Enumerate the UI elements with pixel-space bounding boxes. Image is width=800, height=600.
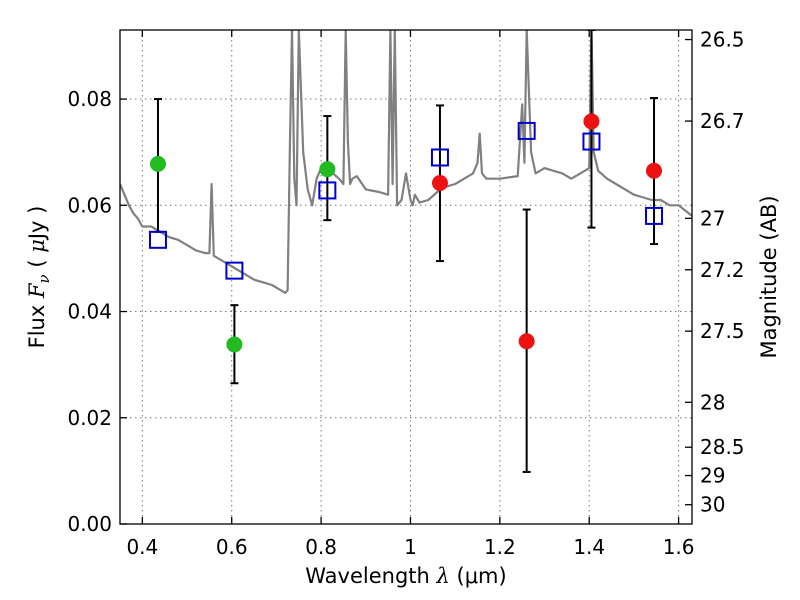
- mag-tick-label: 27.2: [700, 258, 745, 282]
- x-tick-label: 1.2: [484, 535, 516, 559]
- y-tick-label: 0.04: [67, 300, 112, 324]
- axis-ticks: 0.4 0.6 0.8 1 1.2 1.4 1.6 0.00 0.02 0.04 0.06 0.08 2…: [67, 28, 744, 559]
- y-tick-label: 0.08: [67, 87, 112, 111]
- grid-lines: [120, 30, 692, 525]
- mag-tick-label: 30: [700, 493, 725, 517]
- optical-flux-point: [149, 155, 166, 172]
- model-spectrum-layer: [120, 30, 692, 294]
- mag-tick-label: 27: [700, 206, 725, 230]
- mag-tick-label: 28: [700, 390, 725, 414]
- model-flux-square: [225, 261, 244, 280]
- mag-tick-label: 28.5: [700, 435, 745, 459]
- y-tick-label: 0.00: [67, 512, 112, 536]
- model-flux-square: [318, 181, 337, 200]
- mag-tick-label: 26.7: [700, 109, 745, 133]
- x-tick-label: 0.4: [126, 535, 158, 559]
- y-tick-label: 0.02: [67, 406, 112, 430]
- x-tick-label: 1.6: [663, 535, 695, 559]
- nir-flux-point: [646, 162, 663, 179]
- mag-tick-label: 29: [700, 464, 725, 488]
- plot-frame: [119, 29, 693, 525]
- optical-flux-point: [226, 336, 243, 353]
- y-tick-label: 0.06: [67, 193, 112, 217]
- nir-flux-point: [518, 333, 535, 350]
- x-tick-label: 1.4: [573, 535, 605, 559]
- nir-flux-point: [431, 174, 448, 191]
- model-flux-square: [582, 132, 601, 151]
- y-axis-label: Flux Fν ( μJy ): [25, 206, 53, 349]
- model-spectrum-line: [120, 30, 692, 294]
- mag-tick-label: 27.5: [700, 319, 745, 343]
- x-tick-label: 0.8: [305, 535, 337, 559]
- nir-flux-point: [583, 113, 600, 130]
- x-axis-label: Wavelength λ (μm): [305, 564, 506, 588]
- model-flux-square: [430, 148, 449, 167]
- model-flux-square: [148, 230, 167, 249]
- optical-flux-point: [319, 161, 336, 178]
- model-flux-square: [645, 206, 664, 225]
- x-tick-label: 1: [404, 535, 417, 559]
- marker-layer: [148, 113, 664, 353]
- errorbar-layer: [153, 30, 659, 473]
- mag-tick-label: 26.5: [700, 28, 745, 52]
- magnitude-axis-label: Magnitude (AB): [757, 195, 781, 358]
- model-flux-square: [517, 121, 536, 140]
- x-tick-label: 0.6: [216, 535, 248, 559]
